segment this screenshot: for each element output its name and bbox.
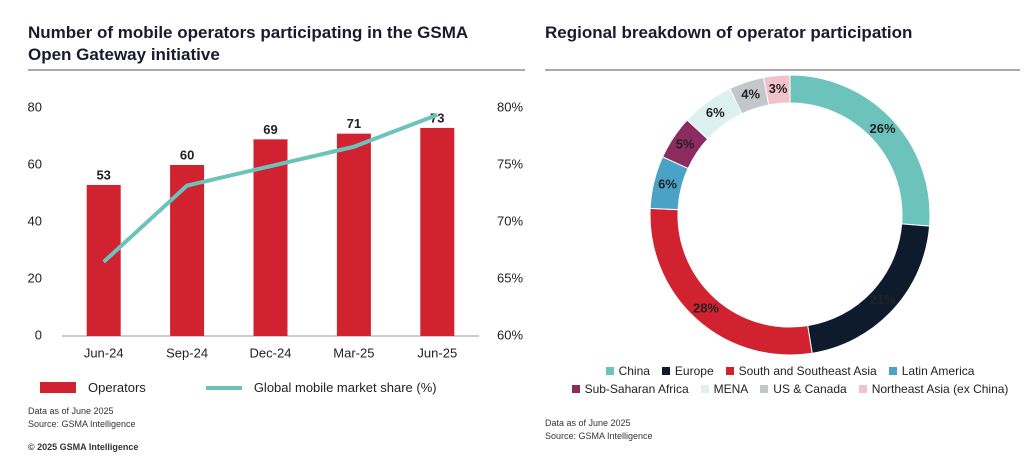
- note: Data as of June 2025: [28, 406, 114, 416]
- legend-label: Operators: [88, 380, 146, 395]
- data-label: 28%: [693, 300, 719, 315]
- legend-swatch: [760, 385, 769, 393]
- y2-tick-label: 65%: [497, 270, 523, 285]
- x-tick-label: Jun-24: [84, 345, 124, 360]
- legend-item: China: [605, 364, 650, 378]
- data-label: 3%: [769, 81, 788, 96]
- data-label: 6%: [706, 105, 725, 120]
- legend-label: Sub-Saharan Africa: [584, 382, 689, 396]
- legend-label: Northeast Asia (ex China): [871, 382, 1009, 396]
- donut-slice: [649, 207, 813, 356]
- legend-item: US & Canada: [760, 382, 847, 396]
- legend: China Europe South and Southeast Asia Latin…: [560, 364, 1020, 396]
- legend-item: Sub-Saharan Africa: [571, 382, 689, 396]
- bar: [420, 127, 455, 336]
- legend-label: Global mobile market share (%): [253, 380, 437, 395]
- chart-title: Regional breakdown of operator participa…: [545, 23, 913, 42]
- copyright: © 2025 GSMA Intelligence: [28, 442, 139, 452]
- legend-label: MENA: [713, 382, 749, 396]
- y2-tick-label: 60%: [497, 327, 523, 342]
- legend-item: Operators: [40, 380, 146, 395]
- y2-tick-label: 80%: [497, 99, 523, 114]
- legend-item: Northeast Asia (ex China): [858, 382, 1009, 396]
- x-tick-label: Mar-25: [333, 345, 374, 360]
- donut-slice: [762, 74, 791, 106]
- y2-tick-label: 75%: [497, 156, 523, 171]
- legend-item: South and Southeast Asia: [725, 364, 877, 378]
- legend-swatch: [661, 367, 670, 375]
- legend-swatch: [605, 367, 614, 375]
- chart-title: Number of mobile operators participating…: [28, 23, 468, 64]
- legend-label: South and Southeast Asia: [738, 364, 877, 378]
- line: [102, 112, 439, 264]
- legend-swatch: [888, 367, 897, 375]
- legend-item: Europe: [661, 364, 714, 378]
- legend-item: Latin America: [888, 364, 975, 378]
- data-label: 69: [263, 122, 277, 137]
- data-label: 21%: [870, 292, 896, 307]
- legend-label: China: [618, 364, 650, 378]
- y-tick-label: 80: [28, 99, 42, 114]
- legend-label: US & Canada: [773, 382, 847, 396]
- y-tick-label: 60: [28, 156, 42, 171]
- legend-swatch: [700, 385, 709, 393]
- legend-swatch: [40, 382, 76, 393]
- legend: Operators Global mobile market share (%): [40, 380, 520, 395]
- data-label: 71: [347, 116, 361, 131]
- legend-swatch: [571, 385, 580, 393]
- bar: [336, 133, 371, 336]
- legend-label: Europe: [674, 364, 714, 378]
- x-tick-label: Jun-25: [417, 345, 457, 360]
- x-tick-label: Sep-24: [166, 345, 208, 360]
- y-tick-label: 20: [28, 270, 42, 285]
- y-tick-label: 0: [35, 327, 42, 342]
- data-label: 6%: [658, 177, 677, 192]
- legend-item: Global mobile market share (%): [205, 380, 437, 395]
- data-label: 60: [180, 147, 194, 162]
- source: Source: GSMA Intelligence: [28, 419, 136, 429]
- bar: [170, 165, 205, 336]
- legend-label: Latin America: [901, 364, 975, 378]
- y2-tick-label: 70%: [497, 213, 523, 228]
- legend-swatch: [725, 367, 734, 375]
- donut-slice: [789, 74, 931, 227]
- legend-swatch: [858, 385, 867, 393]
- data-label: 4%: [741, 87, 760, 102]
- data-label: 26%: [870, 121, 896, 136]
- donut-slice: [807, 223, 931, 354]
- x-tick-label: Dec-24: [250, 345, 292, 360]
- data-label: 53: [96, 167, 110, 182]
- y-tick-label: 40: [28, 213, 42, 228]
- note: Data as of June 2025: [545, 418, 631, 428]
- source: Source: GSMA Intelligence: [545, 431, 653, 441]
- legend-item: MENA: [700, 382, 749, 396]
- bar: [253, 139, 288, 336]
- legend-swatch: [205, 385, 242, 390]
- data-label: 5%: [676, 137, 695, 152]
